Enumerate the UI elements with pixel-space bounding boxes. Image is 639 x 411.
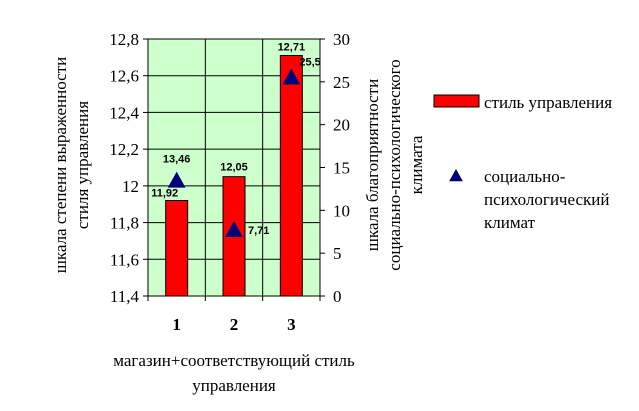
marker-value-label: 13,46 [163,154,191,166]
y-left-tick-label: 11,8 [110,214,139,233]
marker-series [167,68,301,237]
x-tick-label: 2 [230,315,239,334]
legend-label-bar: стиль управления [484,93,612,112]
triangle-marker [282,68,301,85]
y-right-tick-label: 5 [333,244,342,263]
y-left-tick-label: 12,4 [109,103,139,122]
y-left-tick-label: 11,6 [110,250,139,269]
marker-value-label: 7,71 [248,225,269,237]
y-left-tick-label: 12,2 [109,140,139,159]
y-right-tick-label: 25 [333,73,350,92]
y-right-tick-label: 0 [333,287,342,306]
marker-value-label: 25,5 [299,57,320,69]
bar-value-label: 11,92 [151,188,178,200]
y-left-axis-title: стиля управления [73,101,92,229]
y-left-tick-label: 12 [122,177,139,196]
legend-swatch-triangle [449,168,463,182]
y-right-tick-label: 10 [333,201,350,220]
bar [165,200,189,297]
y-right-tick-label: 20 [333,116,350,135]
x-axis-title: магазин+соответствующий стиль [113,351,355,370]
legend: стиль управления социально-психологически… [433,93,612,232]
y-left-tick-label: 12,6 [109,67,139,86]
y-right-axis-title: шкала благоприятности [363,79,382,251]
bar-value-label: 12,05 [220,162,248,174]
legend-swatch-bar [433,94,480,108]
x-axis-title: управления [192,376,276,395]
y-left-tick-label: 12,8 [109,30,139,49]
bar [279,55,303,297]
axis-titles: магазин+соответствующий стиль управления ш… [51,57,426,395]
y-left-tick-label: 11,4 [110,287,140,306]
y-right-tick-label: 30 [333,30,350,49]
x-tick-label: 1 [172,315,181,334]
legend-label-marker: климат [484,213,536,232]
y-right-tick-label: 15 [333,159,350,178]
y-left-axis-title: шкала степени выраженности [51,57,70,273]
legend-label-marker: социально- [484,167,566,186]
triangle-marker [167,171,186,188]
x-tick-label: 3 [287,315,296,334]
y-right-axis-title: социально-психологического [385,59,404,270]
axes: 11,411,611,81212,212,412,612,80510152025… [109,30,350,334]
bar-value-label: 12,71 [278,42,306,54]
triangle-marker [225,220,243,237]
y-right-axis-title: климата [407,135,426,194]
data-labels: 11,92 12,05 12,71 13,46 7,71 25,5 [151,42,321,237]
legend-label-marker: психологический [484,190,609,209]
